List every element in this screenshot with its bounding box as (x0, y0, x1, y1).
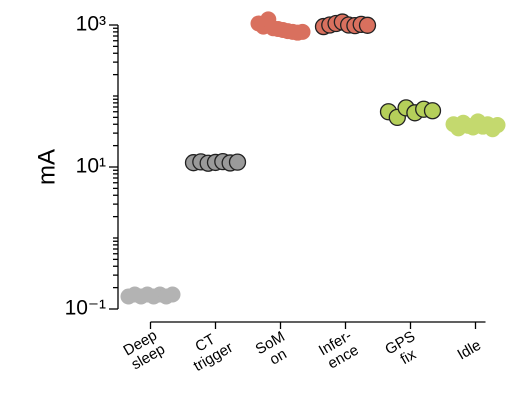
y-tick-label: 10⁻¹ (65, 297, 106, 320)
x-tick-label: SoMon (253, 328, 296, 372)
x-tick-label: CTtrigger (183, 325, 236, 375)
data-point (228, 153, 247, 171)
data-point (423, 102, 442, 120)
data-point (358, 16, 377, 34)
x-tick-label-line: on (267, 345, 290, 368)
data-point (294, 23, 311, 40)
y-tick-label: 10¹ (76, 155, 106, 178)
x-tick-label: GPSfix (382, 328, 426, 372)
data-point (164, 286, 181, 303)
x-tick-label: Deepsleep (120, 327, 168, 374)
y-tick-label: 10³ (76, 13, 106, 36)
data-point (489, 117, 506, 134)
x-tick-label: Idle (455, 337, 484, 364)
x-tick-label: Infer-ence (316, 327, 363, 373)
x-tick-label-line: Idle (455, 337, 484, 364)
y-axis-label: mA (33, 149, 60, 185)
